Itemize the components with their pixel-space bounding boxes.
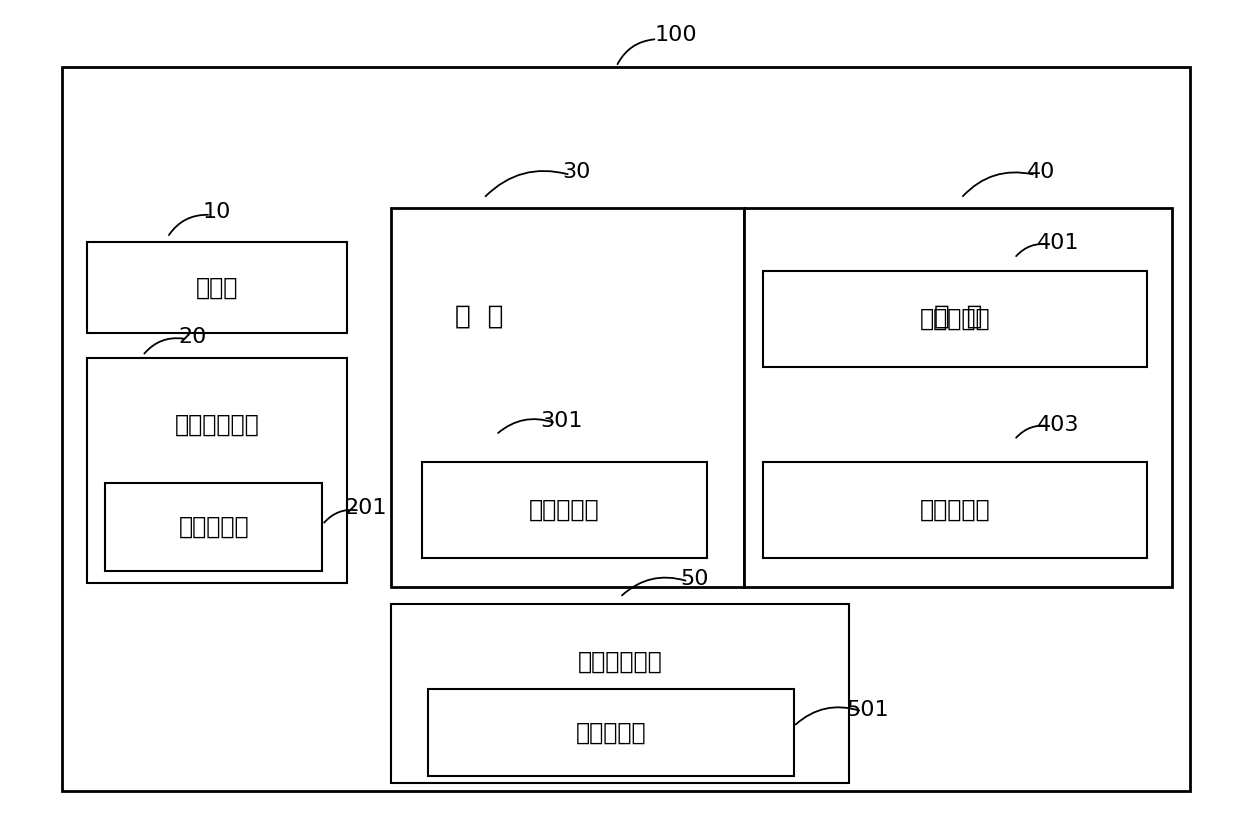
Bar — [422, 462, 707, 558]
Text: 10: 10 — [203, 202, 231, 222]
Bar — [87, 242, 347, 333]
Text: 第二传感器: 第二传感器 — [529, 498, 599, 522]
Text: 电  批: 电 批 — [934, 303, 982, 330]
Text: 压力传感器: 压力传感器 — [920, 498, 990, 522]
Bar — [391, 208, 744, 587]
Bar — [62, 67, 1190, 791]
Text: 控制器: 控制器 — [196, 276, 238, 299]
Bar — [391, 604, 849, 783]
Bar — [744, 208, 1172, 587]
Text: 20: 20 — [179, 327, 206, 347]
Text: 螺丝定位装置: 螺丝定位装置 — [578, 651, 662, 674]
Text: 501: 501 — [847, 700, 889, 720]
Text: 201: 201 — [345, 498, 387, 518]
Text: 30: 30 — [563, 162, 590, 182]
Text: 第三传感器: 第三传感器 — [575, 721, 646, 745]
Bar — [428, 689, 794, 776]
Bar — [87, 358, 347, 583]
Bar — [763, 271, 1147, 367]
Bar — [105, 483, 322, 571]
Text: 301: 301 — [541, 411, 583, 431]
Text: 螺丝传送装置: 螺丝传送装置 — [175, 413, 259, 436]
Text: 50: 50 — [681, 569, 708, 589]
Text: 401: 401 — [1037, 233, 1079, 253]
Text: 位置传感器: 位置传感器 — [920, 307, 990, 331]
Text: 第一传感器: 第一传感器 — [179, 515, 249, 539]
Text: 403: 403 — [1037, 415, 1079, 435]
Bar — [763, 462, 1147, 558]
Text: 气  缸: 气 缸 — [455, 303, 503, 330]
Text: 100: 100 — [655, 25, 697, 45]
Text: 40: 40 — [1028, 162, 1055, 182]
